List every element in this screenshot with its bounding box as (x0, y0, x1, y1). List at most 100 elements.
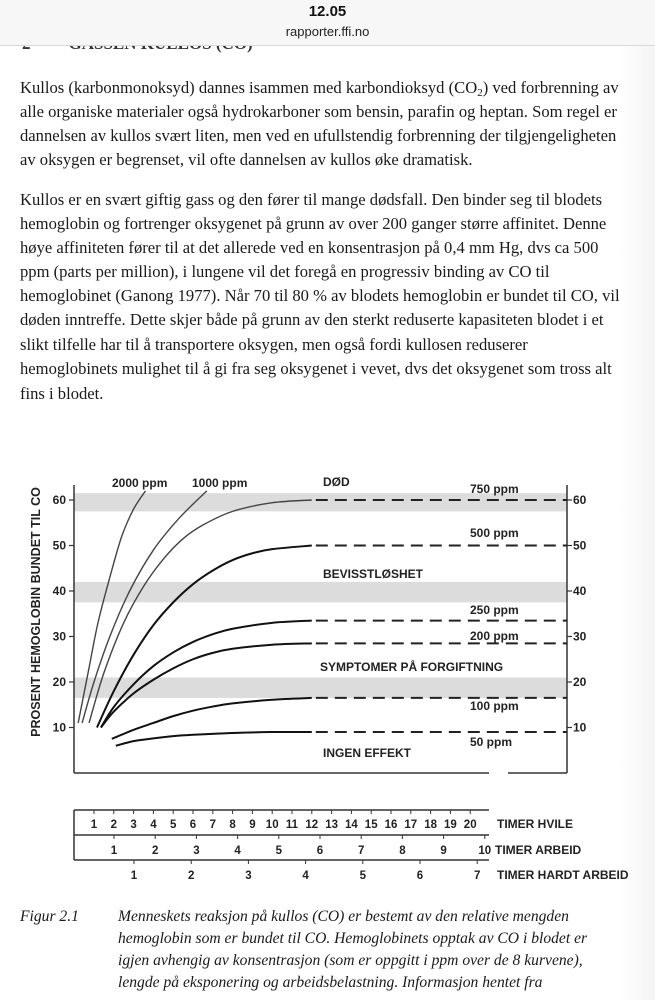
text-line: ppm (parts per million), i lungene vil d… (20, 262, 550, 281)
y-tick-label-right: 50 (573, 539, 587, 553)
text-line: fins i blodet. (20, 384, 104, 403)
series-line-200-ppm (100, 642, 312, 729)
ruler-tick-label: 3 (193, 845, 199, 857)
ruler-tick-label: 17 (404, 819, 417, 831)
y-tick-label-left: 10 (53, 721, 67, 735)
y-tick-label-left: 30 (53, 630, 67, 644)
ruler-tick-label: 6 (190, 819, 196, 831)
ruler-tick-label: 8 (399, 845, 406, 857)
zone-label: SYMPTOMER PÅ FORGIFTNING (320, 659, 503, 674)
text-line: alle organiske materialer også hydrokarb… (20, 102, 617, 121)
zone-label: BEVISSTLØSHET (323, 567, 424, 581)
series-line-1000-ppm (81, 490, 208, 724)
text-line: slikt tilfelle har til å transportere ok… (20, 335, 528, 354)
ruler-tick-label: 6 (417, 870, 423, 882)
ruler-tick-label: 14 (345, 819, 358, 831)
ruler-scale-label: TIMER HARDT ARBEID (497, 868, 629, 882)
ruler-tick-label: 3 (245, 870, 251, 882)
series-line-250-ppm (100, 619, 312, 729)
caption-label: Figur 2.1 (20, 908, 79, 925)
ruler-tick-label: 3 (130, 819, 136, 831)
ruler-tick-label: 13 (325, 819, 338, 831)
ruler-tick-label: 5 (360, 870, 367, 882)
ruler-tick-label: 9 (440, 845, 446, 857)
series-label: 200 ppm (470, 629, 519, 643)
caption-line: lengde på eksponering og arbeidsbelastni… (118, 974, 543, 991)
ruler-tick-label: 12 (305, 819, 318, 831)
series-label: 2000 ppm (112, 476, 167, 490)
series-line-50-ppm (115, 730, 312, 747)
zone-label: INGEN EFFEKT (323, 746, 412, 760)
ruler-tick-label: 5 (170, 819, 177, 831)
y-tick-label-right: 10 (573, 721, 587, 735)
ruler-tick-label: 1 (91, 819, 98, 831)
ruler-tick-label: 7 (358, 845, 364, 857)
series-label: 1000 ppm (192, 476, 247, 490)
ruler-tick-label: 10 (266, 819, 279, 831)
y-tick-label-right: 20 (573, 675, 587, 689)
ruler-tick-label: 11 (286, 819, 299, 831)
ruler-tick-label: 8 (229, 819, 236, 831)
text-line: døden inntreffe. Dette skjer både på gru… (20, 310, 604, 329)
text-line: Kullos (karbonmonoksyd) dannes isammen m… (20, 78, 619, 99)
clock: 12.05 (308, 3, 347, 20)
caption-line: Menneskets reaksjon på kullos (CO) er be… (118, 908, 569, 925)
ruler-tick-label: 15 (365, 819, 378, 831)
hazard-band (74, 677, 567, 698)
ruler-tick-label: 7 (474, 870, 480, 882)
hazard-band (74, 581, 567, 603)
series-label: 250 ppm (470, 603, 519, 617)
text-line: hemoglobinets mulighet til å gi fra seg … (20, 359, 612, 378)
ruler-tick-label: 4 (302, 870, 309, 882)
co-hemoglobin-chart: 10 10 20 20 30 30 40 40 50 50 60 60 PROSENT HEMOGLOB… (29, 475, 629, 882)
ruler-tick-label: 7 (210, 819, 216, 831)
ruler-scale-label: TIMER ARBEID (495, 843, 582, 857)
y-axis-label: PROSENT HEMOGLOBIN BUNDET TIL CO (29, 487, 43, 737)
ruler-tick-label: 10 (478, 845, 491, 857)
series-label: 50 ppm (470, 735, 512, 749)
text-line: Kullos er en svært giftig gass og den fø… (20, 190, 603, 209)
ruler-tick-label: 2 (152, 845, 158, 857)
text-segment: Kullos (karbonmonoksyd) dannes isammen m… (20, 78, 478, 97)
text-line: hemoglobin og fortrenger oksygenet på gr… (20, 214, 607, 233)
series-label: 500 ppm (470, 526, 519, 540)
ruler-tick-label: 1 (131, 870, 138, 882)
series-line-100-ppm (111, 696, 312, 740)
series-line-2000-ppm (77, 490, 147, 724)
ruler-tick-label: 2 (188, 870, 194, 882)
ruler-tick-label: 9 (249, 819, 255, 831)
y-tick-label-right: 30 (573, 630, 587, 644)
hazard-band (74, 493, 567, 512)
zone-label: DØD (323, 475, 350, 489)
text-segment: ) ved forbrenning av (482, 78, 619, 97)
subscript: 2 (477, 87, 483, 99)
ruler-tick-label: 6 (317, 845, 323, 857)
y-tick-label-left: 50 (53, 539, 67, 553)
ruler-tick-label: 19 (444, 819, 457, 831)
text-line: dannelsen av kullos svært liten, men ved… (20, 126, 617, 145)
text-line: hemoglobinet (Ganong 1977). Når 70 til 8… (20, 286, 620, 305)
y-tick-label-right: 40 (573, 584, 587, 598)
series-line-500-ppm (96, 544, 312, 728)
ruler-tick-label: 1 (111, 845, 118, 857)
series-label: 750 ppm (470, 482, 519, 496)
ruler-tick-label: 16 (385, 819, 398, 831)
y-tick-label-left: 60 (53, 493, 67, 507)
caption-line: igjen avhengig av konsentrasjon (som er … (118, 952, 583, 969)
caption-line: hemoglobin som er bundet til CO. Hemoglo… (118, 930, 588, 947)
ruler-tick-label: 20 (464, 819, 477, 831)
ruler-tick-label: 18 (424, 819, 437, 831)
ruler-tick-label: 4 (234, 845, 241, 857)
text-line: av oksygen er begrenset, vil ofte dannel… (20, 150, 473, 169)
ruler-tick-label: 4 (150, 819, 157, 831)
text-line: høye affiniteten fører til at det allere… (20, 238, 599, 257)
y-tick-label-left: 40 (53, 584, 67, 598)
browser-status-bar: 12.05 rapporter.ffi.no (0, 0, 655, 46)
y-tick-label-right: 60 (573, 493, 587, 507)
ruler-tick-label: 5 (276, 845, 283, 857)
series-label: 100 ppm (470, 699, 519, 713)
ruler-scale-label: TIMER HVILE (497, 817, 573, 831)
page-edge-shadow (618, 45, 655, 1000)
y-tick-label-left: 20 (53, 675, 67, 689)
url-bar[interactable]: rapporter.ffi.no (285, 24, 370, 39)
